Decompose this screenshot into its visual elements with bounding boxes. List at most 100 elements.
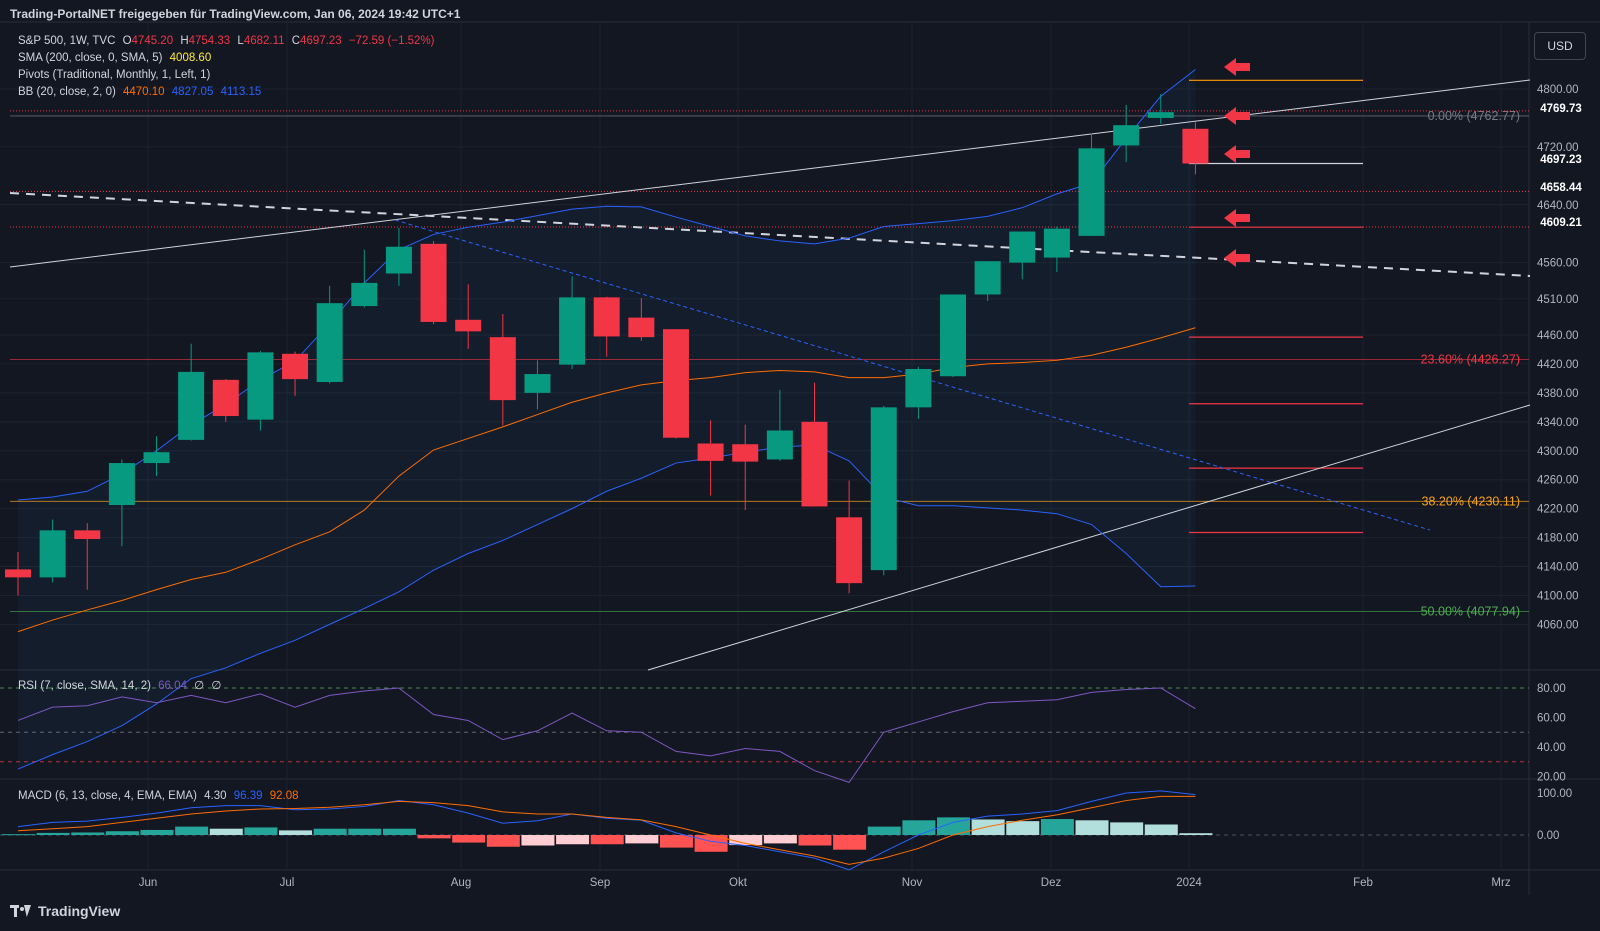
- candle-body: [489, 337, 516, 401]
- rsi-legend[interactable]: RSI (7, close, SMA, 14, 2) 66.04 ∅ ∅: [18, 678, 225, 694]
- rsi-tick-1: 60.00: [1537, 713, 1566, 725]
- price-tick-4: 4510.00: [1537, 294, 1579, 306]
- candle: [1009, 231, 1036, 280]
- macd-bar: [2, 834, 35, 836]
- candle-body: [940, 294, 967, 377]
- price-tick-2: 4640.00: [1537, 200, 1579, 212]
- published-header: Trading-PortalNET freigegeben für Tradin…: [10, 7, 461, 21]
- time-tick-5: Nov: [902, 877, 923, 889]
- price-tick-12: 4180.00: [1537, 533, 1579, 545]
- macd-tick-1: 0.00: [1537, 830, 1559, 842]
- arrow-marker-1: [1224, 107, 1250, 125]
- macd-bar: [348, 828, 382, 835]
- candle: [5, 552, 31, 596]
- macd-bar: [105, 831, 139, 835]
- candle: [1043, 226, 1070, 273]
- currency-button[interactable]: USD: [1534, 32, 1586, 60]
- candle: [940, 294, 967, 377]
- rsi-tick-0: 80.00: [1537, 683, 1566, 695]
- rsi-label: RSI (7, close, SMA, 14, 2): [18, 680, 151, 692]
- price-tick-6: 4420.00: [1537, 359, 1579, 371]
- macd-bar: [1144, 824, 1178, 835]
- candle-body: [732, 444, 759, 462]
- candle-body: [974, 261, 1001, 295]
- candle: [732, 424, 759, 511]
- candle-body: [316, 303, 343, 383]
- open-key: O: [122, 35, 132, 47]
- candle-body: [628, 317, 655, 338]
- macd-bar: [625, 835, 659, 844]
- candle-body: [1182, 128, 1209, 164]
- candle-body: [351, 282, 378, 307]
- arrow-marker-0: [1224, 58, 1250, 76]
- candle: [766, 389, 793, 461]
- candle: [905, 366, 932, 419]
- price-tick-10: 4260.00: [1537, 475, 1579, 487]
- macd-bar: [763, 835, 797, 844]
- candle-body: [1009, 231, 1036, 263]
- low-value: 4682.11: [243, 35, 285, 47]
- macd-bar: [452, 835, 486, 843]
- macd-bar: [313, 828, 347, 835]
- macd-bar: [937, 817, 971, 835]
- candle-body: [1078, 148, 1105, 236]
- bb-basis-line: [17, 327, 1196, 633]
- rsi-line: [17, 687, 1196, 783]
- candle-body: [143, 452, 170, 464]
- macd-tick-0: 100.00: [1537, 788, 1572, 800]
- candle-body: [870, 407, 897, 571]
- candle-body: [801, 421, 828, 507]
- macd-bar: [417, 835, 451, 839]
- candle-body: [178, 371, 205, 440]
- candle-body: [766, 430, 793, 460]
- candle-body: [108, 463, 135, 506]
- candle: [282, 351, 309, 396]
- high-value: 4754.33: [188, 35, 231, 47]
- price-tick-9: 4300.00: [1537, 446, 1579, 458]
- candle: [870, 405, 897, 576]
- candle-body: [1147, 112, 1174, 118]
- candle: [420, 240, 447, 325]
- bb-label: BB (20, close, 2, 0): [18, 86, 116, 98]
- price-label-last: 4697.23: [1540, 154, 1582, 166]
- macd-legend[interactable]: MACD (6, 13, close, 4, EMA, EMA) 4.30 96…: [18, 788, 303, 804]
- candle-body: [1113, 125, 1140, 146]
- tradingview-logo[interactable]: TradingView: [10, 903, 120, 919]
- price-label-3: 4658.44: [1540, 182, 1582, 194]
- arrow-marker-2: [1224, 145, 1250, 163]
- pivots-legend[interactable]: Pivots (Traditional, Monthly, 1, Left, 1…: [18, 67, 214, 83]
- price-tick-8: 4340.00: [1537, 417, 1579, 429]
- bb-fill: [18, 69, 1196, 770]
- time-tick-2: Aug: [451, 877, 471, 889]
- candle: [316, 285, 343, 384]
- candle: [697, 420, 724, 496]
- macd-bar: [279, 830, 313, 835]
- arrow-marker-4: [1224, 249, 1250, 267]
- fib-label-3: 50.00% (4077.94): [1421, 604, 1520, 618]
- macd-label: MACD (6, 13, close, 4, EMA, EMA): [18, 790, 197, 802]
- trend-line-dashed: [9, 192, 1531, 277]
- candle: [212, 379, 239, 422]
- candle: [974, 261, 1001, 301]
- macd-signal-value: 92.08: [269, 790, 299, 802]
- candle: [108, 459, 135, 547]
- candle: [1182, 122, 1209, 175]
- bb-lower-line: [17, 444, 1196, 770]
- rsi-extra-1: ∅: [194, 680, 205, 692]
- sma-legend[interactable]: SMA (200, close, 0, SMA, 5) 4008.60: [18, 50, 215, 66]
- price-tick-5: 4460.00: [1537, 330, 1579, 342]
- fib-label-1: 23.60% (4426.27): [1421, 352, 1520, 366]
- macd-line: [17, 790, 1196, 871]
- candle: [801, 382, 828, 507]
- candle-body: [39, 530, 66, 578]
- candle-body: [1043, 228, 1070, 258]
- candle-body: [662, 329, 689, 438]
- symbol-label[interactable]: S&P 500, 1W, TVC: [18, 35, 116, 47]
- candle-body: [385, 246, 412, 274]
- candle-body: [420, 243, 447, 322]
- macd-bar: [175, 826, 209, 835]
- bb-upper-value: 4827.05: [171, 86, 214, 98]
- bb-legend[interactable]: BB (20, close, 2, 0) 4470.10 4827.05 411…: [18, 84, 265, 100]
- macd-bar: [1110, 822, 1144, 835]
